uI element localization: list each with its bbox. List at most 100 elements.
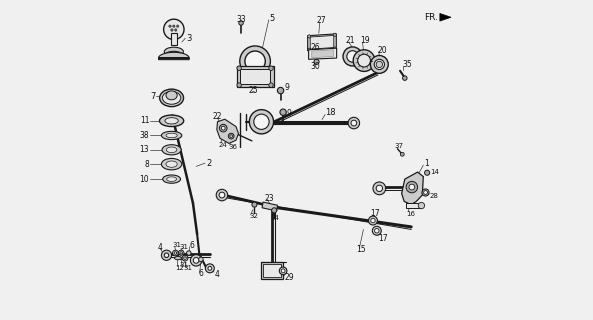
- Circle shape: [237, 66, 241, 70]
- Circle shape: [164, 19, 184, 40]
- Polygon shape: [440, 13, 451, 21]
- Text: 10: 10: [140, 175, 149, 184]
- Circle shape: [221, 126, 225, 130]
- Circle shape: [279, 267, 287, 275]
- Text: 27: 27: [316, 16, 326, 25]
- Circle shape: [161, 250, 171, 260]
- Ellipse shape: [165, 51, 183, 58]
- Text: 4: 4: [158, 243, 162, 252]
- Ellipse shape: [165, 118, 178, 124]
- Text: 6: 6: [189, 241, 194, 250]
- Circle shape: [308, 48, 311, 51]
- Circle shape: [400, 152, 404, 156]
- Circle shape: [373, 182, 385, 195]
- Circle shape: [269, 66, 273, 70]
- Polygon shape: [217, 119, 238, 143]
- Circle shape: [164, 253, 169, 258]
- Text: 12: 12: [175, 265, 184, 271]
- Circle shape: [308, 35, 311, 38]
- Circle shape: [252, 202, 257, 207]
- Ellipse shape: [166, 133, 177, 138]
- Bar: [237, 66, 273, 87]
- Circle shape: [174, 252, 177, 254]
- Text: 38: 38: [140, 131, 149, 140]
- Circle shape: [173, 25, 175, 28]
- Text: 34: 34: [270, 215, 279, 221]
- Circle shape: [230, 135, 232, 137]
- Bar: [263, 264, 281, 276]
- Text: 33: 33: [236, 15, 246, 24]
- Bar: [171, 33, 177, 45]
- Circle shape: [281, 269, 285, 273]
- Text: 31: 31: [179, 244, 188, 250]
- Polygon shape: [262, 202, 278, 211]
- Circle shape: [272, 208, 277, 213]
- Ellipse shape: [160, 115, 184, 126]
- Circle shape: [219, 192, 225, 198]
- Circle shape: [406, 181, 417, 193]
- Text: 18: 18: [325, 108, 336, 117]
- Polygon shape: [310, 36, 334, 49]
- Text: 17: 17: [378, 234, 387, 243]
- Polygon shape: [312, 50, 333, 58]
- Text: 13: 13: [140, 145, 149, 154]
- Circle shape: [205, 264, 214, 273]
- Circle shape: [374, 59, 384, 69]
- Text: 28: 28: [430, 193, 439, 199]
- Circle shape: [245, 51, 265, 71]
- Bar: [406, 203, 421, 208]
- Text: 6: 6: [199, 269, 203, 278]
- Text: 37: 37: [394, 143, 403, 149]
- Circle shape: [343, 47, 362, 66]
- Text: 11: 11: [140, 116, 149, 125]
- Ellipse shape: [166, 161, 177, 167]
- Text: 2: 2: [206, 159, 212, 168]
- Bar: [240, 69, 270, 84]
- Ellipse shape: [167, 177, 177, 181]
- Circle shape: [176, 25, 179, 28]
- Text: 31: 31: [180, 261, 189, 268]
- Polygon shape: [401, 172, 423, 204]
- Circle shape: [216, 189, 228, 201]
- Circle shape: [190, 255, 202, 266]
- Circle shape: [180, 256, 183, 258]
- Circle shape: [409, 184, 415, 190]
- Circle shape: [239, 21, 243, 25]
- Text: 29: 29: [285, 273, 294, 282]
- Polygon shape: [308, 48, 337, 59]
- Text: 8: 8: [145, 160, 149, 169]
- Circle shape: [278, 87, 284, 94]
- Circle shape: [372, 226, 381, 235]
- Circle shape: [351, 120, 357, 126]
- Circle shape: [371, 218, 375, 223]
- Circle shape: [199, 257, 203, 262]
- Text: 15: 15: [356, 245, 366, 254]
- Ellipse shape: [167, 147, 177, 153]
- Circle shape: [178, 250, 184, 256]
- Circle shape: [376, 185, 382, 192]
- Bar: [262, 262, 283, 278]
- Ellipse shape: [162, 175, 180, 183]
- Text: 1: 1: [424, 159, 429, 168]
- Ellipse shape: [174, 257, 181, 260]
- Text: 31: 31: [172, 242, 181, 248]
- Circle shape: [347, 51, 358, 62]
- Text: 31: 31: [183, 265, 192, 271]
- Text: 7: 7: [151, 92, 156, 101]
- Text: 4: 4: [215, 269, 219, 279]
- Circle shape: [418, 202, 425, 209]
- Ellipse shape: [160, 89, 184, 107]
- Text: 5: 5: [269, 14, 275, 23]
- Ellipse shape: [164, 47, 183, 56]
- Text: 25: 25: [248, 86, 258, 95]
- Circle shape: [353, 50, 375, 71]
- Text: 3: 3: [187, 34, 192, 43]
- Circle shape: [280, 109, 286, 116]
- Text: 21: 21: [346, 36, 355, 45]
- Text: 36: 36: [228, 144, 237, 150]
- Circle shape: [237, 83, 241, 87]
- Circle shape: [423, 191, 428, 195]
- Text: 9: 9: [285, 83, 289, 92]
- Ellipse shape: [161, 131, 182, 140]
- Text: 19: 19: [360, 36, 370, 45]
